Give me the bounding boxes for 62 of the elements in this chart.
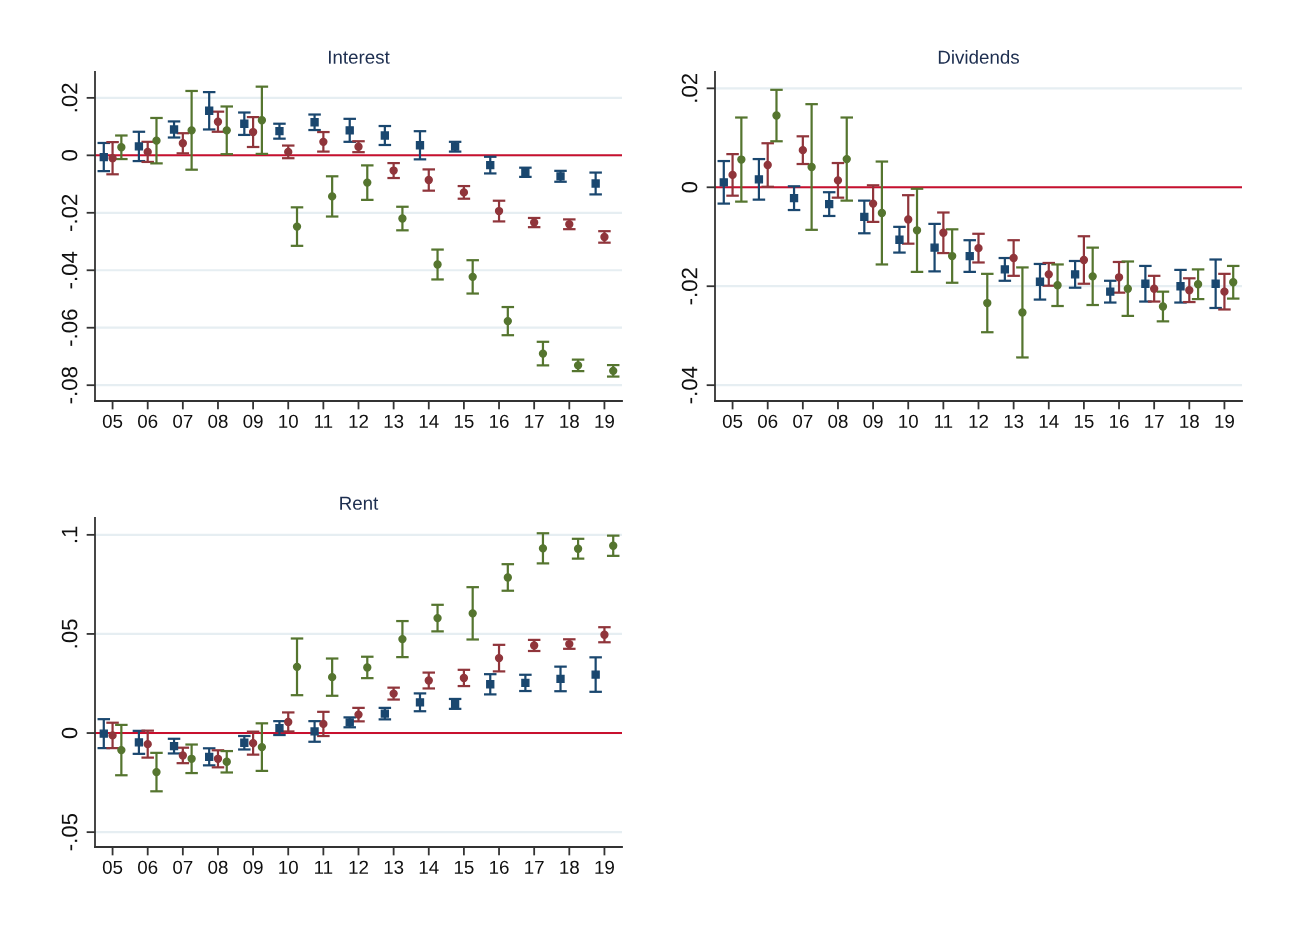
x-tick-label: 17 [1145, 414, 1164, 428]
x-tick-label: 13 [384, 414, 404, 428]
x-tick-label: 19 [1215, 414, 1234, 428]
x-tick-label: 14 [419, 414, 439, 428]
chart-title: Interest [328, 50, 390, 64]
x-tick-label: 11 [315, 414, 333, 428]
x-tick-label: 15 [454, 414, 474, 428]
x-tick-label: 13 [1004, 414, 1024, 428]
x-tick-label: 14 [1039, 414, 1059, 428]
x-tick-label: 19 [595, 414, 614, 428]
y-tick-label: -.08 [61, 367, 78, 404]
x-tick-label: 11 [935, 414, 953, 428]
x-tick-label: 16 [1110, 414, 1129, 428]
x-tick-label: 05 [722, 414, 743, 428]
x-tick-label: 17 [525, 414, 544, 428]
x-tick-label: 17 [525, 860, 544, 874]
x-tick-label: 06 [138, 414, 158, 428]
x-tick-label: 16 [490, 860, 509, 874]
x-tick-label: 18 [1180, 414, 1199, 428]
x-tick-label: 19 [595, 860, 614, 874]
y-tick-label: 0 [61, 150, 78, 161]
y-tick-label: -.05 [61, 813, 78, 851]
x-tick-label: 06 [758, 414, 778, 428]
x-tick-label: 11 [315, 860, 333, 874]
y-tick-label: -.04 [61, 251, 78, 289]
x-tick-label: 08 [828, 414, 848, 428]
x-tick-label: 13 [384, 860, 404, 874]
x-tick-label: 15 [454, 860, 474, 874]
x-tick-label: 09 [863, 414, 883, 428]
x-tick-label: 14 [419, 860, 439, 874]
x-tick-label: 16 [490, 414, 509, 428]
x-tick-label: 06 [138, 860, 158, 874]
y-tick-label: -.02 [61, 194, 78, 231]
y-tick-label: .02 [681, 73, 698, 102]
x-tick-label: 05 [102, 414, 123, 428]
y-tick-label: -.04 [681, 366, 698, 404]
chart-title: Rent [340, 496, 379, 510]
x-tick-label: 08 [208, 860, 228, 874]
x-tick-label: 12 [349, 414, 368, 428]
y-tick-label: -.02 [681, 268, 698, 305]
y-tick-label: 0 [61, 727, 78, 739]
x-tick-label: 10 [899, 414, 918, 428]
y-tick-label: .1 [61, 526, 78, 543]
x-tick-label: 15 [1074, 414, 1094, 428]
y-tick-label: .05 [61, 619, 78, 648]
x-tick-label: 07 [173, 414, 193, 428]
x-tick-label: 12 [349, 860, 368, 874]
y-tick-label: -.06 [61, 309, 78, 346]
x-tick-label: 10 [279, 860, 298, 874]
y-tick-label: 0 [681, 181, 698, 193]
x-tick-label: 09 [243, 860, 263, 874]
x-tick-label: 18 [560, 860, 579, 874]
x-tick-label: 05 [102, 860, 123, 874]
x-tick-label: 09 [243, 414, 263, 428]
x-tick-label: 10 [279, 414, 298, 428]
y-tick-label: .02 [61, 83, 78, 112]
chart-title: Dividends [938, 50, 1019, 64]
x-tick-label: 07 [793, 414, 813, 428]
x-tick-label: 12 [969, 414, 988, 428]
x-tick-label: 08 [208, 414, 228, 428]
x-tick-label: 07 [173, 860, 193, 874]
x-tick-label: 18 [560, 414, 579, 428]
